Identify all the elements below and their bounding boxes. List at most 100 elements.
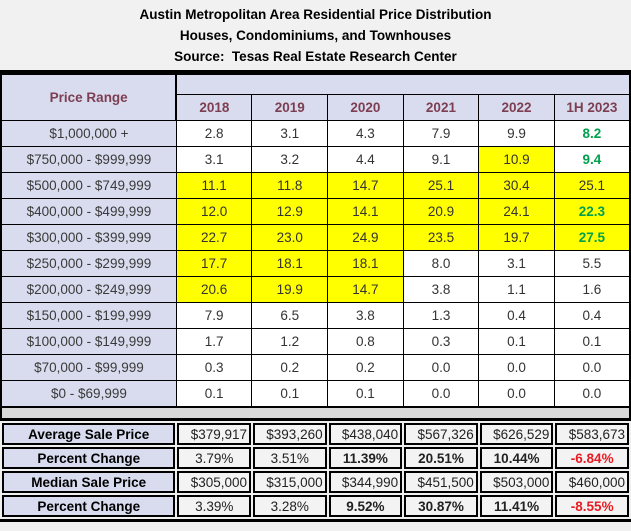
price-range-label: $1,000,000 + (0, 120, 177, 147)
table-cell: 3.1 (478, 250, 555, 277)
report-title: Austin Metropolitan Area Residential Pri… (139, 7, 492, 22)
summary-cell: 30.87% (404, 495, 478, 517)
summary-cell: 3.79% (177, 447, 251, 469)
summary-cell: $626,529 (479, 423, 554, 445)
price-distribution-table: Price Range 2018 2019 2020 2021 2022 1H … (0, 73, 631, 408)
table-row: $150,000 - $199,999 7.9 6.5 3.8 1.3 0.4 … (0, 302, 631, 329)
table-cell: 6.5 (251, 302, 329, 329)
year-header-1h2023: 1H 2023 (553, 94, 631, 121)
table-row: $500,000 - $749,999 11.1 11.8 14.7 25.1 … (0, 172, 631, 199)
report-subtitle: Houses, Condominiums, and Townhouses (179, 28, 452, 43)
table-row: $0 - $69,999 0.1 0.1 0.1 0.0 0.0 0.0 (0, 380, 631, 408)
table-row: $300,000 - $399,999 22.7 23.0 24.9 23.5 … (0, 224, 631, 251)
summary-row: Percent Change 3.79% 3.51% 11.39% 20.51%… (2, 447, 629, 469)
table-cell: 27.5 (553, 224, 631, 251)
table-cell: 14.1 (327, 198, 404, 225)
summary-cell: $451,500 (404, 471, 478, 493)
table-cell: 7.9 (175, 302, 253, 329)
table-cell: 0.0 (553, 354, 631, 381)
year-header: 2019 (251, 94, 329, 121)
table-cell: 9.4 (553, 146, 631, 173)
price-range-label: $200,000 - $249,999 (0, 276, 177, 303)
header-row-years: 2018 2019 2020 2021 2022 1H 2023 (1, 94, 631, 121)
table-row: $400,000 - $499,999 12.0 12.9 14.1 20.9 … (0, 198, 631, 225)
table-cell: 4.4 (327, 146, 404, 173)
table-row: $750,000 - $999,999 3.1 3.2 4.4 9.1 10.9… (0, 146, 631, 173)
table-cell: 20.6 (175, 276, 253, 303)
year-header: 2018 (175, 94, 253, 121)
table-cell: 0.1 (175, 380, 253, 408)
summary-cell: 3.28% (253, 495, 327, 517)
table-row: $200,000 - $249,999 20.6 19.9 14.7 3.8 1… (0, 276, 631, 303)
table-cell: 14.7 (327, 172, 404, 199)
summary-cell: $315,000 (253, 471, 327, 493)
summary-cell: $379,917 (177, 423, 251, 445)
bottom-border-bar (0, 519, 631, 522)
table-cell: 19.9 (251, 276, 329, 303)
summary-cell: 9.52% (328, 495, 403, 517)
price-range-label: $0 - $69,999 (0, 380, 177, 408)
year-header: 2021 (402, 94, 480, 121)
summary-cell: $583,673 (555, 423, 629, 445)
summary-label: Average Sale Price (2, 423, 176, 445)
table-cell: 7.9 (402, 120, 480, 147)
summary-label: Median Sale Price (2, 471, 176, 493)
table-cell: 18.1 (251, 250, 329, 277)
table-cell: 0.1 (553, 328, 631, 355)
table-cell: 0.3 (175, 354, 253, 381)
table-cell: 3.1 (251, 120, 329, 147)
table-cell: 11.1 (175, 172, 253, 199)
header-spacer (175, 73, 631, 95)
price-range-label: $300,000 - $399,999 (0, 224, 177, 251)
table-row: $70,000 - $99,999 0.3 0.2 0.2 0.0 0.0 0.… (0, 354, 631, 381)
summary-cell: -8.55% (555, 495, 629, 517)
summary-cell: $393,260 (253, 423, 327, 445)
table-cell: 0.3 (402, 328, 480, 355)
table-cell: 0.1 (251, 380, 329, 408)
summary-cell: -6.84% (555, 447, 629, 469)
table-cell: 11.8 (251, 172, 329, 199)
table-cell: 1.3 (402, 302, 480, 329)
table-cell: 9.9 (478, 120, 555, 147)
table-cell: 0.4 (478, 302, 555, 329)
table-cell: 25.1 (402, 172, 480, 199)
table-cell: 23.0 (251, 224, 329, 251)
table-cell: 8.0 (402, 250, 480, 277)
price-range-header: Price Range (0, 73, 178, 121)
table-cell: 0.4 (553, 302, 631, 329)
report-source: Source: Tesas Real Estate Research Cente… (174, 49, 457, 64)
summary-table: Average Sale Price $379,917 $393,260 $43… (0, 421, 631, 519)
price-range-label: $250,000 - $299,999 (0, 250, 177, 277)
table-cell: 0.1 (327, 380, 404, 408)
price-range-label: $500,000 - $749,999 (0, 172, 177, 199)
table-cell: 12.9 (251, 198, 329, 225)
table-cell: 12.0 (175, 198, 253, 225)
table-cell: 5.5 (553, 250, 631, 277)
table-cell: 4.3 (327, 120, 404, 147)
table-cell: 0.1 (478, 328, 555, 355)
summary-cell: 11.41% (479, 495, 554, 517)
summary-row: Percent Change 3.39% 3.28% 9.52% 30.87% … (2, 495, 629, 517)
table-cell: 0.0 (553, 380, 631, 408)
price-range-label: $750,000 - $999,999 (0, 146, 177, 173)
table-cell: 1.2 (251, 328, 329, 355)
summary-cell: $305,000 (177, 471, 251, 493)
table-cell: 2.8 (175, 120, 253, 147)
table-cell: 24.9 (327, 224, 404, 251)
summary-cell: 10.44% (479, 447, 554, 469)
table-cell: 14.7 (327, 276, 404, 303)
table-cell: 20.9 (402, 198, 480, 225)
table-cell: 24.1 (478, 198, 555, 225)
table-cell: 22.7 (175, 224, 253, 251)
table-cell: 8.2 (553, 120, 631, 147)
table-cell: 17.7 (175, 250, 253, 277)
price-range-label: $70,000 - $99,999 (0, 354, 177, 381)
table-cell: 22.3 (553, 198, 631, 225)
table-cell: 3.1 (175, 146, 253, 173)
table-cell: 0.0 (402, 380, 480, 408)
table-cell: 23.5 (402, 224, 480, 251)
table-cell: 0.0 (478, 380, 555, 408)
table-cell: 30.4 (478, 172, 555, 199)
table-cell: 10.9 (478, 146, 555, 173)
table-cell: 1.6 (553, 276, 631, 303)
